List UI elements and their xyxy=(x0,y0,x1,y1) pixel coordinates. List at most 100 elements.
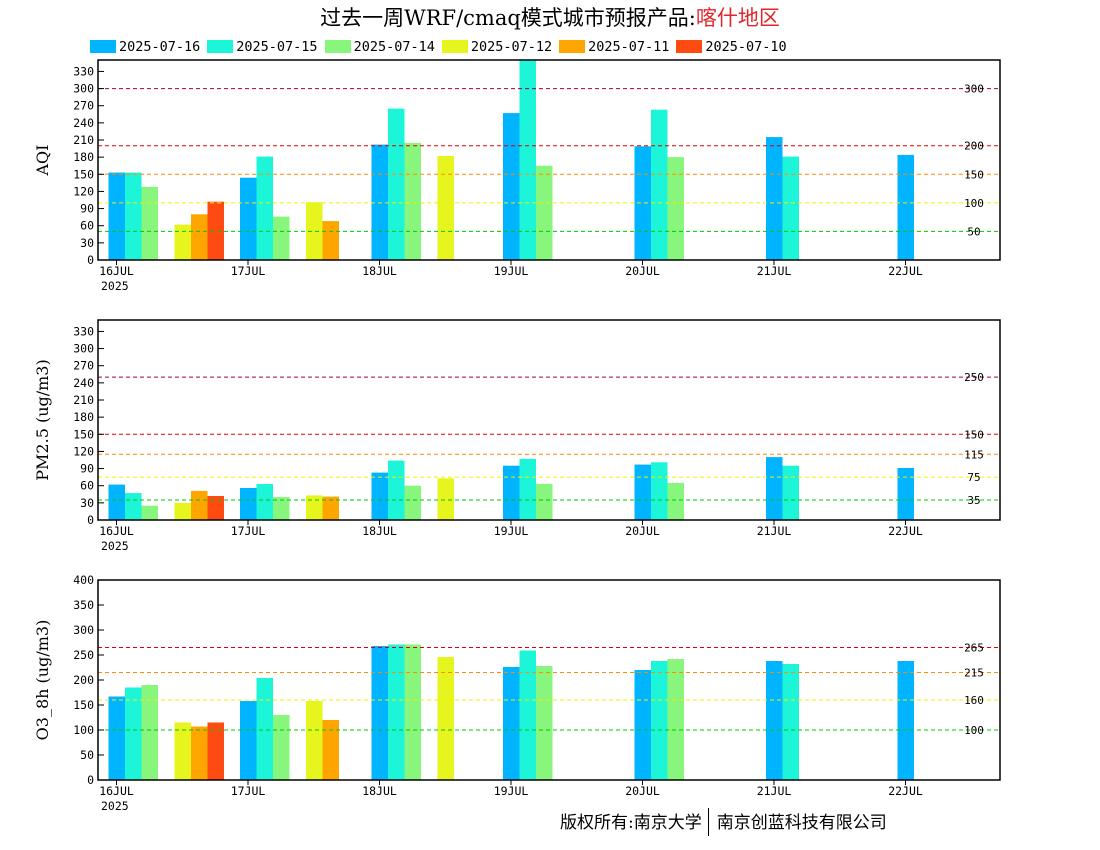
y-tick-label: 180 xyxy=(73,150,94,164)
bar-2025-07-14 xyxy=(536,666,553,780)
bar-2025-07-15 xyxy=(388,644,405,780)
title-prefix: 过去一周WRF/cmaq模式城市预报产品: xyxy=(320,6,696,30)
y-tick-label: 60 xyxy=(80,479,94,493)
bar-2025-07-16 xyxy=(240,177,257,260)
y-tick-label: 400 xyxy=(73,573,94,587)
y-tick-label: 250 xyxy=(73,648,94,662)
threshold-label: 150 xyxy=(964,428,984,441)
bar-2025-07-15 xyxy=(388,108,405,260)
y-axis-label: AQI xyxy=(33,145,52,177)
x-tick-label: 17JUL xyxy=(231,264,266,278)
bar-2025-07-12 xyxy=(306,202,323,260)
x-tick-label: 19JUL xyxy=(494,264,529,278)
bar-2025-07-15 xyxy=(256,156,273,260)
x-tick-label: 19JUL xyxy=(494,524,529,538)
bar-2025-07-14 xyxy=(667,482,684,520)
x-tick-label: 17JUL xyxy=(231,524,266,538)
bar-2025-07-16 xyxy=(897,154,914,260)
legend-swatch xyxy=(559,40,586,53)
y-tick-label: 150 xyxy=(73,427,94,441)
y-tick-label: 0 xyxy=(87,513,94,527)
legend-swatch xyxy=(676,40,703,53)
bar-2025-07-16 xyxy=(634,670,651,780)
bar-2025-07-11 xyxy=(191,490,208,520)
threshold-label: 300 xyxy=(964,83,984,96)
y-tick-label: 90 xyxy=(80,202,94,216)
x-tick-label: 16JUL xyxy=(99,524,134,538)
bar-2025-07-15 xyxy=(782,664,799,780)
bar-2025-07-14 xyxy=(536,165,553,260)
x-tick-label: 20JUL xyxy=(625,784,660,798)
threshold-label: 250 xyxy=(964,371,984,384)
chart-panel-2: 35 75 115 150 250 0 30 60 90 120 150 180 210 240 270 30… xyxy=(33,319,1001,553)
bar-2025-07-14 xyxy=(667,659,684,780)
y-tick-label: 330 xyxy=(73,64,94,78)
bar-2025-07-10 xyxy=(207,496,224,520)
legend-item: 2025-07-15 xyxy=(207,39,318,55)
bar-2025-07-14 xyxy=(667,157,684,260)
legend-label: 2025-07-16 xyxy=(119,39,201,55)
bar-2025-07-16 xyxy=(108,484,125,520)
y-tick-label: 240 xyxy=(73,376,94,390)
legend-label: 2025-07-10 xyxy=(705,39,787,55)
legend-swatch xyxy=(324,40,351,53)
y-tick-label: 210 xyxy=(73,393,94,407)
bar-2025-07-16 xyxy=(766,457,783,520)
x-tick-label: 21JUL xyxy=(757,784,792,798)
year-label: 2025 xyxy=(101,279,129,293)
threshold-label: 265 xyxy=(964,642,984,655)
legend-item: 2025-07-14 xyxy=(324,39,435,55)
bar-2025-07-14 xyxy=(404,644,421,780)
x-tick-label: 22JUL xyxy=(888,784,923,798)
chart-title: 过去一周WRF/cmaq模式城市预报产品:喀什地区 xyxy=(0,2,1100,32)
threshold-label: 215 xyxy=(964,667,984,680)
bar-2025-07-15 xyxy=(125,172,142,260)
legend-label: 2025-07-12 xyxy=(470,39,553,55)
x-tick-label: 18JUL xyxy=(362,524,397,538)
bar-2025-07-12 xyxy=(306,701,323,780)
x-tick-label: 16JUL xyxy=(99,264,134,278)
bar-2025-07-16 xyxy=(897,661,914,780)
x-tick-label: 21JUL xyxy=(757,264,792,278)
bar-2025-07-12 xyxy=(437,156,454,260)
bar-2025-07-16 xyxy=(371,144,388,260)
x-tick-label: 20JUL xyxy=(625,264,660,278)
y-tick-label: 300 xyxy=(73,623,94,637)
y-tick-label: 60 xyxy=(80,219,94,233)
threshold-label: 75 xyxy=(967,471,980,484)
legend-item: 2025-07-16 xyxy=(90,39,200,55)
bar-2025-07-10 xyxy=(207,201,224,260)
y-tick-label: 350 xyxy=(73,598,94,612)
bar-2025-07-15 xyxy=(519,458,536,520)
bar-2025-07-11 xyxy=(191,726,208,780)
y-tick-label: 180 xyxy=(73,410,94,424)
year-label: 2025 xyxy=(101,799,129,813)
legend-swatch xyxy=(441,40,468,53)
bar-2025-07-11 xyxy=(322,496,339,520)
x-tick-label: 16JUL xyxy=(99,784,134,798)
y-tick-label: 240 xyxy=(73,116,94,130)
legend: 2025-07-16 2025-07-15 2025-07-14 2025-07-12… xyxy=(90,36,794,55)
y-tick-label: 270 xyxy=(73,359,94,373)
bar-2025-07-15 xyxy=(125,687,142,780)
x-tick-label: 21JUL xyxy=(757,524,792,538)
threshold-label: 35 xyxy=(967,494,980,507)
bar-2025-07-16 xyxy=(503,113,520,260)
bar-2025-07-16 xyxy=(766,137,783,260)
bar-2025-07-16 xyxy=(240,488,257,520)
bar-2025-07-14 xyxy=(404,485,421,520)
bar-2025-07-14 xyxy=(141,186,158,260)
bar-2025-07-15 xyxy=(388,460,405,520)
legend-label: 2025-07-11 xyxy=(588,39,670,55)
y-tick-label: 100 xyxy=(73,723,94,737)
bar-2025-07-14 xyxy=(273,216,290,260)
y-tick-label: 330 xyxy=(73,324,94,338)
bar-2025-07-15 xyxy=(651,109,668,260)
x-tick-label: 22JUL xyxy=(888,264,923,278)
y-tick-label: 210 xyxy=(73,133,94,147)
y-tick-label: 50 xyxy=(80,748,94,762)
threshold-label: 115 xyxy=(964,448,984,461)
threshold-label: 150 xyxy=(964,168,984,181)
threshold-label: 200 xyxy=(964,140,984,153)
